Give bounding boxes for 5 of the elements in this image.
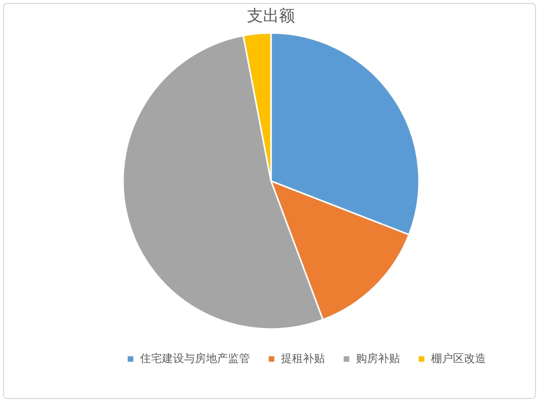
chart-title: 支出额	[247, 6, 295, 25]
legend-label: 购房补贴	[356, 352, 400, 365]
legend-label: 住宅建设与房地产监管	[140, 352, 250, 365]
legend-label: 提租补贴	[281, 352, 325, 365]
legend-label: 棚户区改造	[431, 352, 486, 365]
